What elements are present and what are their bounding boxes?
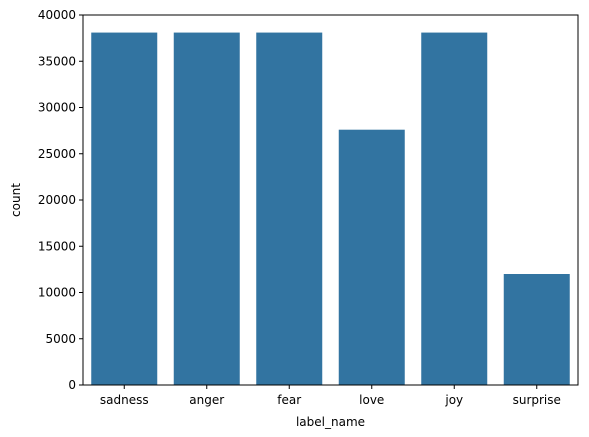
y-tick-label: 20000 <box>38 193 76 207</box>
bar-love <box>338 129 405 385</box>
y-tick-label: 25000 <box>38 147 76 161</box>
y-axis-label: count <box>9 183 23 217</box>
x-tick-label: fear <box>277 393 301 407</box>
y-tick-label: 5000 <box>45 332 76 346</box>
bar-sadness <box>91 32 158 385</box>
bar-fear <box>256 32 323 385</box>
y-tick-label: 10000 <box>38 286 76 300</box>
x-axis-ticks: sadness anger fear love joy surprise <box>100 385 561 407</box>
y-tick-label: 30000 <box>38 101 76 115</box>
y-tick-label: 0 <box>68 378 76 392</box>
x-tick-label: anger <box>189 393 224 407</box>
x-tick-label: surprise <box>513 393 561 407</box>
y-axis-ticks: 0 5000 10000 15000 20000 25000 30000 35000 40000 <box>38 8 83 392</box>
y-tick-label: 35000 <box>38 54 76 68</box>
bars-group <box>91 32 570 385</box>
x-tick-label: love <box>359 393 384 407</box>
bar-anger <box>173 32 240 385</box>
x-axis-label: label_name <box>296 415 365 429</box>
plot-frame <box>82 14 579 386</box>
bar-surprise <box>503 274 570 385</box>
bar-joy <box>421 32 488 385</box>
x-tick-label: sadness <box>100 393 149 407</box>
x-tick-label: joy <box>444 393 463 407</box>
y-tick-label: 40000 <box>38 8 76 22</box>
y-tick-label: 15000 <box>38 239 76 253</box>
